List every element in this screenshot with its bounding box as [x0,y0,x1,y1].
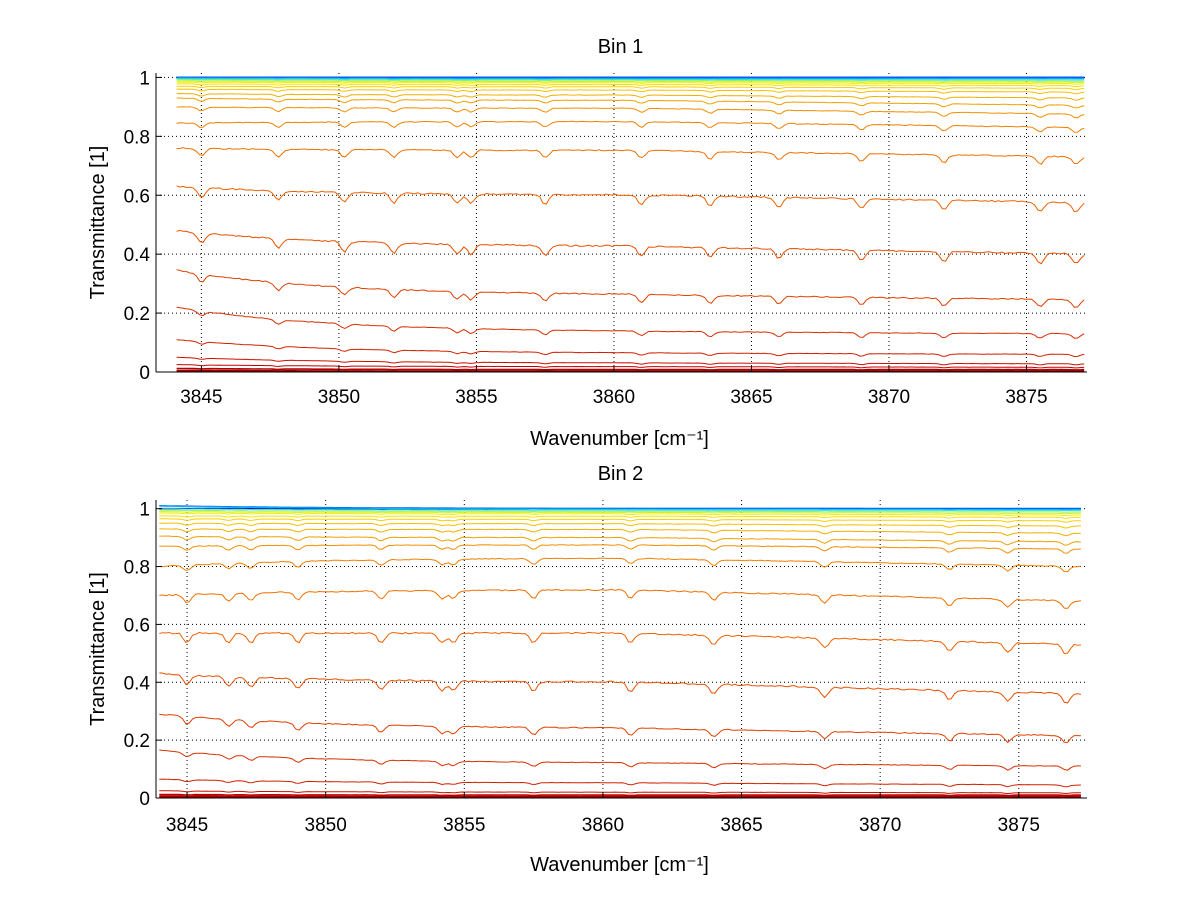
series-line-4 [176,78,1085,81]
series-line-3 [176,77,1085,80]
y-tick-label: 0.6 [124,615,150,636]
chart-2: 3845 3850 3855 3860 3865 3870 3875 0 0.2 0.4 0.6 0.… [87,463,1087,876]
y-tick-label: 1 [139,68,150,89]
series-line-8 [176,83,1085,88]
series-line-17 [159,672,1081,704]
series-line-5 [159,509,1081,513]
y-axis-label: Transmittance [1] [87,146,109,300]
series-line-6 [159,511,1081,515]
series-line-14 [159,557,1082,573]
x-axis-label: Wavenumber [cm⁻¹] [530,428,709,450]
series-line-15 [159,588,1081,609]
series-line-17 [176,229,1085,265]
x-tick-label: 3850 [305,815,347,836]
series-line-10 [159,522,1081,529]
series-line-18 [159,713,1081,744]
x-tick-label: 3875 [998,815,1040,836]
x-tick-label: 3865 [720,815,762,836]
x-tick-label: 3870 [859,815,901,836]
series-line-21 [159,790,1081,795]
series-line-21 [176,356,1085,366]
x-tick-label: 3860 [582,815,624,836]
series-line-23 [176,367,1085,371]
series-line-3 [159,505,1081,511]
x-tick-label: 3875 [1005,387,1047,408]
series-line-13 [176,106,1085,119]
series-line-9 [176,85,1085,91]
chart-1: 3845 3850 3855 3860 3865 3870 3875 0 0.2 0.4 0.6 0.… [87,36,1087,450]
series-line-14 [176,120,1085,133]
series-line-11 [159,528,1081,537]
y-tick-label: 0 [139,789,150,810]
series-line-19 [176,306,1085,339]
x-tick-label: 3845 [166,815,208,836]
series-line-9 [159,518,1081,523]
series-line-20 [159,778,1081,788]
y-axis-label: Transmittance [1] [87,572,109,726]
series-line-11 [176,92,1085,101]
series-line-19 [159,749,1081,771]
y-tick-label: 0.8 [124,127,150,148]
x-axis-label: Wavenumber [cm⁻¹] [530,854,709,876]
series-line-8 [159,515,1081,519]
x-tick-label: 3870 [868,387,910,408]
series-line-4 [159,508,1081,512]
series-line-20 [176,339,1085,358]
x-tick-label: 3850 [318,387,360,408]
x-tick-label: 3860 [593,387,635,408]
series-line-7 [176,81,1085,85]
series-line-22 [176,364,1085,369]
y-tick-label: 0.4 [124,245,151,266]
series-line-18 [176,269,1085,308]
chart-title: Bin 2 [598,463,644,485]
y-tick-label: 0.8 [124,558,150,579]
series-line-15 [176,147,1085,165]
series-line-12 [176,97,1085,109]
series-line-22 [159,793,1081,797]
series-line-6 [176,80,1085,84]
y-tick-label: 0 [139,363,150,384]
y-tick-label: 0.2 [124,731,150,752]
y-tick-label: 0.2 [124,304,150,325]
series-line-5 [176,79,1085,82]
x-tick-label: 3855 [455,387,497,408]
y-tick-label: 0.6 [124,186,150,207]
chart-title: Bin 1 [598,36,644,58]
y-tick-label: 1 [139,500,150,521]
series-line-10 [176,88,1085,95]
series-line-16 [176,185,1085,213]
y-tick-label: 0.4 [124,673,151,694]
series-line-7 [159,512,1081,517]
series-line-12 [159,535,1081,546]
series-line-16 [159,631,1081,655]
x-tick-label: 3845 [180,387,222,408]
x-tick-label: 3855 [443,815,485,836]
series-line-13 [159,544,1081,554]
x-tick-label: 3865 [730,387,772,408]
